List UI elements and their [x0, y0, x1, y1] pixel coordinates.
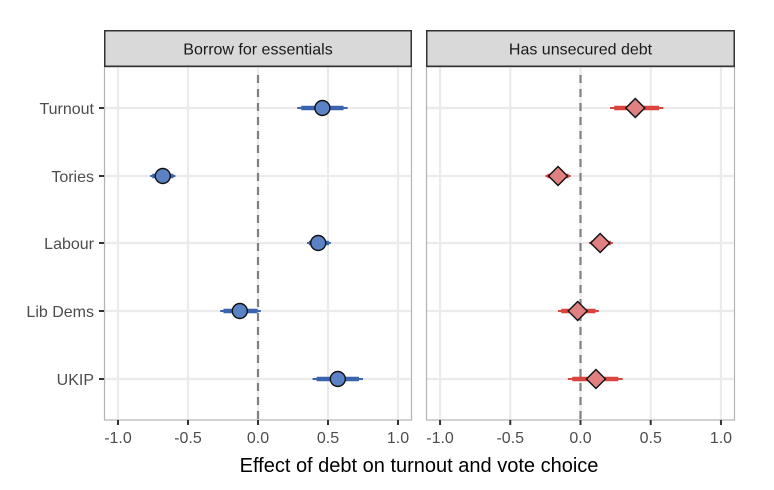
x-tick-label: 0.5 — [640, 430, 662, 447]
circle-marker — [231, 302, 249, 320]
x-tick-label: -0.5 — [496, 430, 524, 447]
x-tick-label: 0.0 — [247, 430, 269, 447]
y-tick-label: Lib Dems — [26, 304, 94, 321]
circle-marker — [154, 167, 172, 185]
facet-panels: Borrow for essentials-1.0 -0.5 0.0 0.5 1.0Ha… — [103, 30, 736, 447]
data-point-labour — [588, 232, 613, 254]
panel-has-unsecured-debt: Has unsecured debt -1.0 -0.5 0.0 0.5 1.0 — [425, 30, 736, 447]
y-tick-label: Tories — [51, 169, 94, 186]
x-tick-label: -0.5 — [174, 430, 202, 447]
facet-strip-label: Borrow for essentials — [183, 42, 332, 59]
circle-marker — [310, 234, 327, 252]
y-axis: Turnout Tories Labour Lib Dems UKIP — [26, 101, 104, 389]
data-point-lib-dems — [220, 302, 261, 320]
x-axis-title: Effect of debt on turnout and vote choic… — [240, 455, 599, 477]
diamond-marker — [585, 368, 607, 390]
data-point-turnout — [609, 97, 664, 119]
facet-strip — [426, 30, 735, 67]
panel-borrow-for-essentials: Borrow for essentials -1.0 -0.5 0.0 0.5 1.0 — [103, 30, 413, 447]
diamond-marker — [567, 300, 589, 322]
data-point-ukip — [567, 368, 623, 390]
data-point-ukip — [312, 370, 363, 388]
diamond-marker — [589, 232, 611, 254]
x-tick-label: 0.0 — [569, 430, 591, 447]
circle-marker — [329, 370, 346, 388]
data-point-turnout — [297, 99, 348, 117]
y-tick-label: Labour — [44, 236, 94, 253]
data-point-tories — [150, 167, 176, 185]
data-point-labour — [307, 234, 331, 252]
x-tick-label: 1.0 — [387, 430, 409, 447]
data-point-tories — [545, 165, 571, 187]
x-tick-label: 1.0 — [710, 430, 732, 447]
x-tick-label: -1.0 — [426, 430, 454, 447]
circle-marker — [314, 99, 331, 117]
diamond-marker — [547, 165, 569, 187]
diamond-marker — [624, 97, 646, 119]
x-tick-label: 0.5 — [317, 430, 339, 447]
data-point-lib-dems — [558, 300, 599, 322]
x-tick-label: -1.0 — [104, 430, 132, 447]
facet-strip-label: Has unsecured debt — [509, 42, 653, 59]
facet-strip — [104, 30, 412, 67]
y-tick-label: Turnout — [39, 101, 94, 118]
y-tick-label: UKIP — [57, 372, 94, 389]
